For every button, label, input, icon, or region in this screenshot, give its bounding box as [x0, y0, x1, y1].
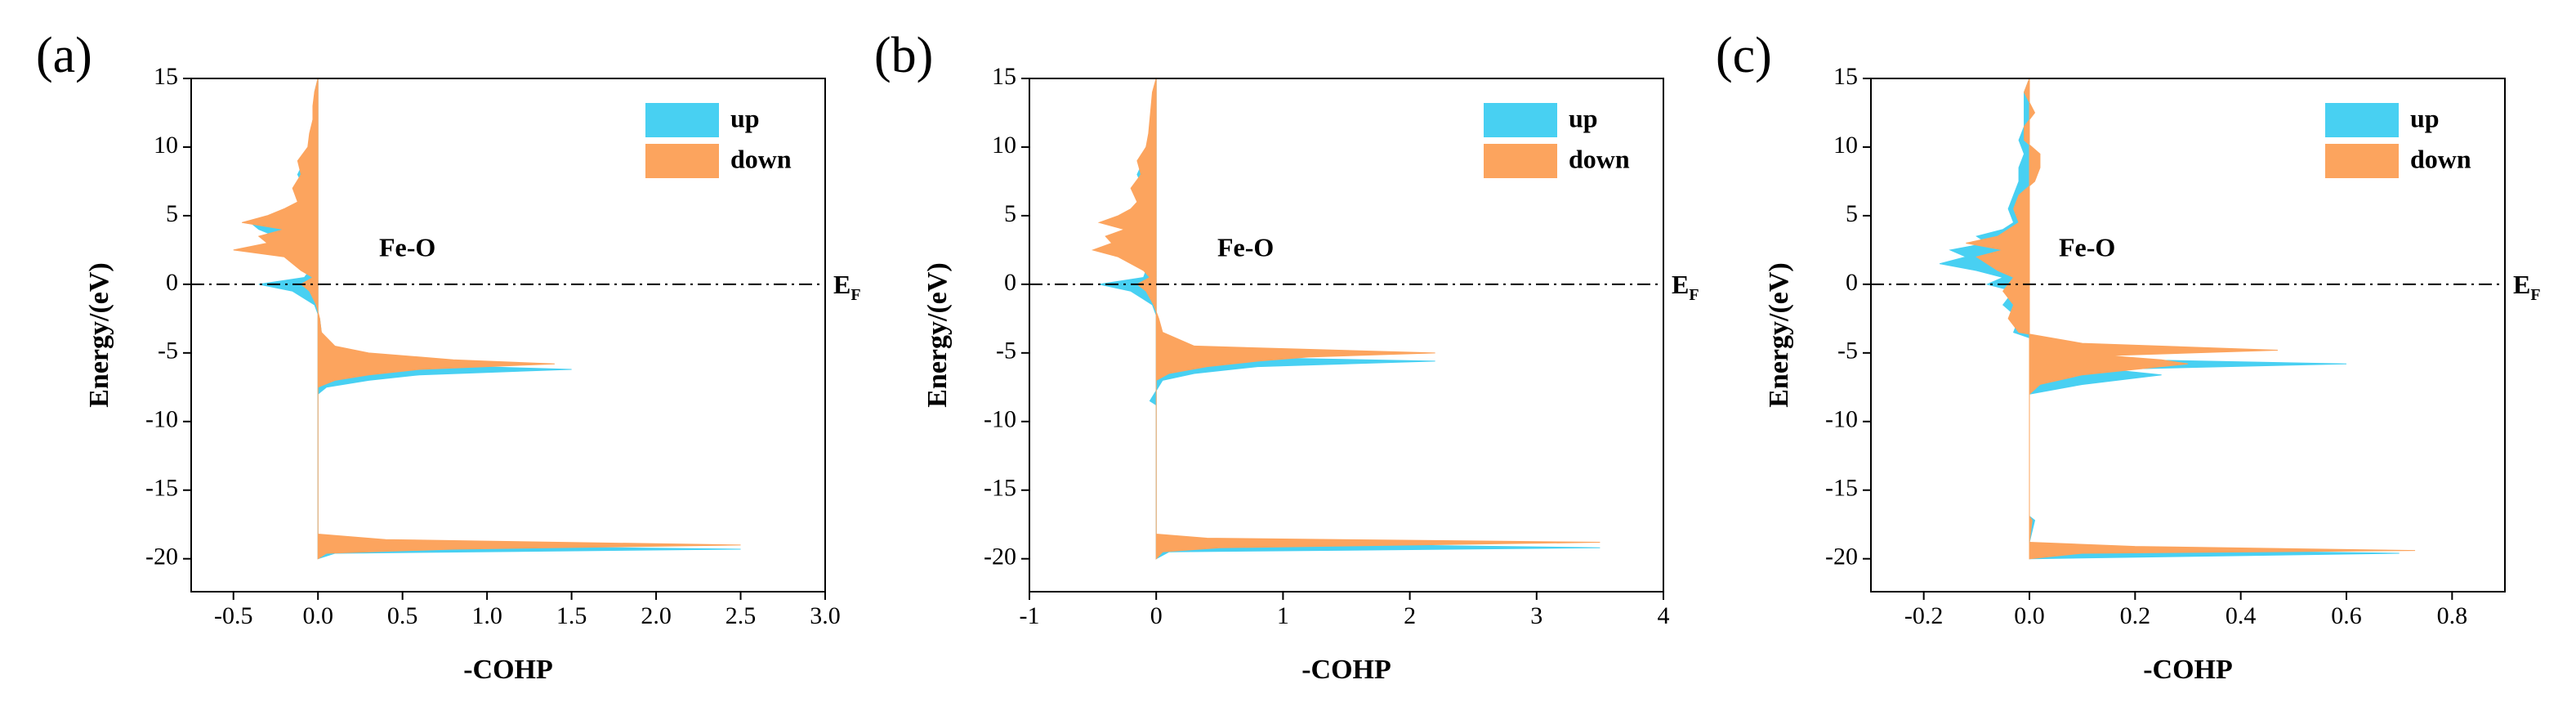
y-axis-label: Energy/(eV) [1764, 262, 1794, 408]
y-tick-label: -20 [145, 543, 178, 570]
legend-swatch [645, 103, 719, 137]
legend-label: down [1569, 144, 1630, 173]
x-tick-label: 0.4 [2226, 602, 2257, 629]
y-tick-label: -10 [1825, 406, 1858, 433]
legend-swatch [2325, 103, 2399, 137]
y-tick-label: -5 [1837, 338, 1858, 364]
legend-swatch [1484, 103, 1557, 137]
annotation: Fe-O [2059, 232, 2115, 262]
y-tick-label: 10 [154, 132, 178, 159]
x-tick-label: -0.2 [1904, 602, 1944, 629]
legend-label: up [730, 103, 760, 132]
y-tick-label: -5 [996, 338, 1016, 364]
panel-label: (b) [874, 28, 933, 83]
plot-frame [1029, 78, 1664, 593]
x-tick-label: 2.0 [641, 602, 672, 629]
x-tick-label: 0.6 [2331, 602, 2362, 629]
x-axis-label: -COHP [2143, 655, 2233, 685]
panel-label: (a) [36, 28, 92, 83]
x-tick-label: -1 [1020, 602, 1040, 629]
x-tick-label: 2 [1404, 602, 1416, 629]
area-down [1091, 78, 1601, 560]
fermi-label-sub: F [2530, 285, 2540, 303]
plot-frame [1870, 78, 2506, 593]
panel-label: (c) [1716, 28, 1772, 83]
y-tick-label: -15 [984, 475, 1016, 502]
fermi-label-text: E [2513, 270, 2530, 299]
y-tick-label: -20 [984, 543, 1016, 570]
y-tick-label: -10 [984, 406, 1016, 433]
legend-swatch [1484, 144, 1557, 178]
y-tick-label: 15 [992, 63, 1016, 90]
fermi-label-sub: F [850, 285, 860, 303]
y-tick-label: 15 [1833, 63, 1858, 90]
x-tick-label: 1.5 [556, 602, 587, 629]
x-tick-label: 0.0 [302, 602, 333, 629]
y-axis-label: Energy/(eV) [922, 262, 953, 408]
x-tick-label: -0.5 [214, 602, 253, 629]
x-tick-label: 1.0 [471, 602, 502, 629]
y-tick-label: -10 [145, 406, 178, 433]
y-tick-label: 0 [1846, 269, 1858, 296]
x-tick-label: 1 [1277, 602, 1289, 629]
x-tick-label: 3 [1530, 602, 1542, 629]
y-axis-label: Energy/(eV) [84, 262, 114, 408]
annotation: Fe-O [1217, 232, 1274, 262]
y-tick-label: -15 [145, 475, 178, 502]
plot-frame [190, 78, 826, 593]
legend-swatch [645, 144, 719, 178]
y-tick-label: 5 [1846, 200, 1858, 227]
panel: EF -0.5 0.0 0.5 1.0 1.5 2.0 2.5 3.0 -20 -15 -10 -5 0 5… [36, 28, 861, 685]
x-tick-label: 2.5 [725, 602, 757, 629]
x-tick-label: 0.8 [2437, 602, 2468, 629]
legend-label: up [2410, 103, 2440, 132]
y-tick-label: -15 [1825, 475, 1858, 502]
y-tick-label: 5 [166, 200, 178, 227]
x-tick-label: 4 [1658, 602, 1670, 629]
fermi-label: EF [833, 270, 861, 303]
y-tick-label: -5 [158, 338, 178, 364]
legend-label: down [2410, 144, 2471, 173]
y-tick-label: 15 [154, 63, 178, 90]
panel: EF-1 0 1 2 3 4-20-15-10-5051015-COHPEnergy/(e… [874, 28, 1699, 685]
legend-label: down [730, 144, 792, 173]
y-tick-label: 10 [992, 132, 1016, 159]
x-tick-label: 0 [1150, 602, 1163, 629]
x-axis-label: -COHP [463, 655, 553, 685]
y-tick-label: 10 [1833, 132, 1858, 159]
x-tick-label: 0.2 [2120, 602, 2151, 629]
y-tick-label: -20 [1825, 543, 1858, 570]
fermi-label-sub: F [1689, 285, 1699, 303]
area-down [233, 78, 741, 560]
annotation: Fe-O [379, 232, 435, 262]
x-axis-label: -COHP [1301, 655, 1391, 685]
y-tick-label: 5 [1004, 200, 1016, 227]
y-tick-label: 0 [166, 269, 178, 296]
x-tick-label: 0.0 [2014, 602, 2045, 629]
panel: EF -0.2 0.0 0.2 0.4 0.6 0.8 -20 -15 -10 -5 0 5 10 15 -C… [1716, 28, 2541, 685]
fermi-label-text: E [1672, 270, 1689, 299]
fermi-label-text: E [833, 270, 850, 299]
legend-label: up [1569, 103, 1598, 132]
fermi-label: EF [1672, 270, 1699, 303]
fermi-label: EF [2513, 270, 2541, 303]
x-tick-label: 0.5 [387, 602, 418, 629]
x-tick-label: 3.0 [810, 602, 841, 629]
y-tick-label: 0 [1004, 269, 1016, 296]
legend-swatch [2325, 144, 2399, 178]
